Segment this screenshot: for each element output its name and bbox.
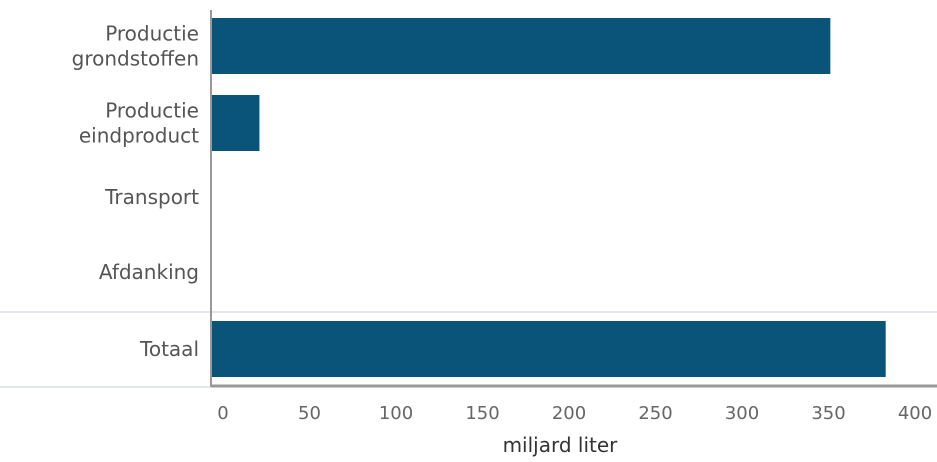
- separator-lines: [0, 311, 937, 388]
- bar: [211, 95, 260, 151]
- x-tick-label: 300: [725, 403, 759, 424]
- x-tick-label: 350: [811, 403, 845, 424]
- category-label: Totaal: [139, 337, 199, 361]
- bar: [211, 18, 831, 74]
- x-tick-label: 200: [552, 403, 586, 424]
- x-tick-labels: 0 50 100 150 200 250 300 350 400: [217, 403, 932, 424]
- category-label: Productie grondstoffen: [72, 22, 199, 71]
- category-label: Afdanking: [99, 260, 199, 284]
- x-tick-label: 150: [465, 403, 499, 424]
- category-labels: Productie grondstoffen Productie eindproduc…: [72, 22, 200, 362]
- x-tick-label: 100: [379, 403, 413, 424]
- x-tick-label: 400: [898, 403, 932, 424]
- category-label: Productie eindproduct: [79, 99, 199, 148]
- x-tick-label: 0: [217, 403, 228, 424]
- bars: [211, 18, 886, 377]
- bar: [211, 321, 886, 377]
- x-tick-label: 50: [298, 403, 321, 424]
- x-axis-title: miljard liter: [503, 433, 619, 457]
- category-label: Transport: [104, 185, 199, 209]
- x-tick-label: 250: [638, 403, 672, 424]
